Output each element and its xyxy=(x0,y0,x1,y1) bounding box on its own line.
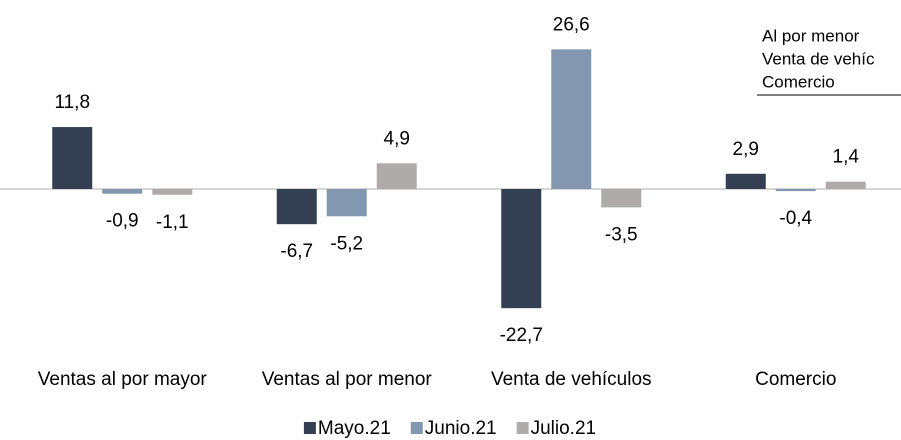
bar xyxy=(775,189,816,192)
bar xyxy=(725,173,766,189)
x-tick-label: Comercio xyxy=(755,369,836,390)
data-label: 26,6 xyxy=(553,14,590,35)
legend-swatch xyxy=(410,422,423,434)
annotation: Al por menor xyxy=(762,26,860,45)
legend-label: Julio.21 xyxy=(531,418,597,439)
bar xyxy=(825,181,866,189)
bar xyxy=(152,189,193,195)
legend-label: Junio.21 xyxy=(425,418,497,439)
data-label: -0,4 xyxy=(779,208,812,229)
data-label: -5,2 xyxy=(330,233,363,254)
annotation: Venta de vehíc xyxy=(762,49,875,68)
x-tick-label: Ventas al por mayor xyxy=(38,369,208,390)
bar xyxy=(601,189,642,208)
data-label: -1,1 xyxy=(156,212,189,233)
legend-swatch xyxy=(516,422,529,434)
bar xyxy=(376,163,417,189)
data-label: 1,4 xyxy=(833,147,860,168)
x-tick-label: Venta de vehículos xyxy=(491,369,652,390)
data-label: 11,8 xyxy=(54,92,90,113)
bar xyxy=(501,189,542,309)
data-label: 4,9 xyxy=(384,128,410,149)
legend-label: Mayo.21 xyxy=(318,418,391,439)
data-label: -0,9 xyxy=(106,211,139,232)
bar xyxy=(326,189,367,217)
x-tick-label: Ventas al por menor xyxy=(262,369,433,390)
bar xyxy=(102,189,143,194)
bar xyxy=(551,49,592,189)
data-label: -6,7 xyxy=(280,241,313,262)
data-label: -3,5 xyxy=(605,224,638,245)
bar xyxy=(276,189,317,225)
annotation: Comercio xyxy=(762,72,835,91)
bar xyxy=(52,127,93,189)
data-label: 2,9 xyxy=(733,139,759,160)
data-label: -22,7 xyxy=(500,325,543,346)
legend-swatch xyxy=(303,422,316,434)
